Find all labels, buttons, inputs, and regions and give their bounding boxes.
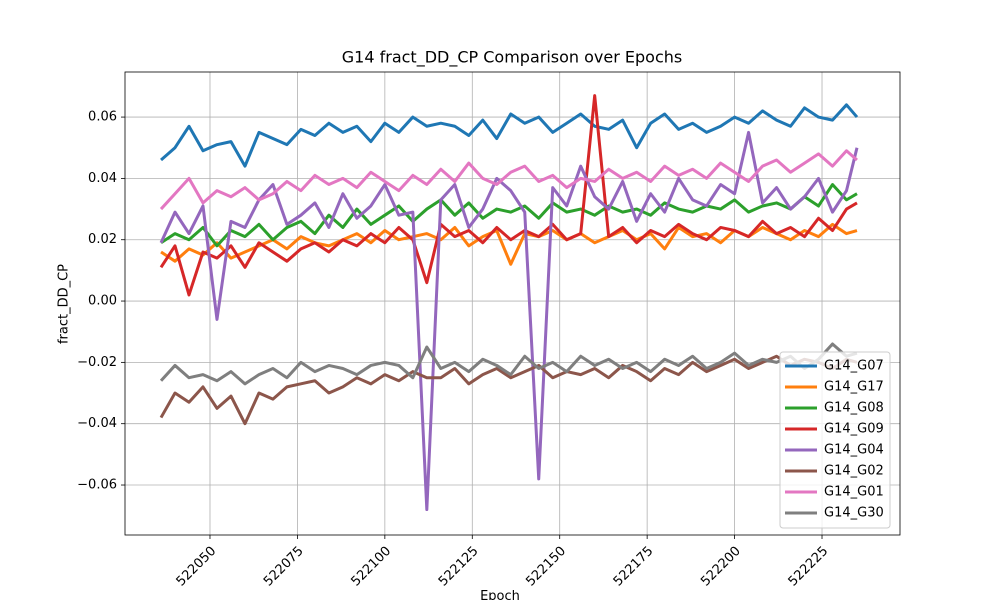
x-tick-label: 522175: [611, 544, 657, 590]
x-tick-label: 522125: [436, 544, 482, 590]
x-tick-label: 522050: [174, 544, 220, 590]
series-line: [159, 149, 858, 211]
legend-label: G14_G07: [824, 359, 884, 374]
x-tick-label: 522200: [698, 544, 744, 590]
series-line: [159, 130, 859, 512]
y-tick-label: 0.02: [88, 232, 117, 247]
y-tick-label: −0.02: [77, 355, 117, 370]
legend-label: G14_G09: [824, 422, 884, 437]
y-tick-label: 0.06: [88, 110, 117, 125]
y-tick-label: 0.00: [88, 294, 117, 309]
series-line: [160, 183, 858, 248]
series-line: [159, 354, 858, 426]
y-tick-label: −0.04: [77, 416, 117, 431]
x-tick-label: 522150: [523, 544, 569, 590]
x-tick-label: 522075: [261, 544, 307, 590]
plot-frame: [124, 71, 901, 536]
legend-label: G14_G04: [824, 443, 884, 458]
x-axis-label: Epoch: [480, 589, 520, 600]
legend-box: [779, 351, 891, 529]
legend-label: G14_G01: [824, 485, 884, 500]
series-line: [159, 94, 858, 297]
chart-title: G14 fract_DD_CP Comparison over Epochs: [342, 48, 682, 68]
y-tick-label: 0.04: [88, 171, 117, 186]
legend-label: G14_G30: [824, 506, 884, 521]
series-line: [160, 103, 859, 168]
series-line: [159, 342, 858, 386]
y-tick-label: −0.06: [77, 478, 117, 493]
x-tick-label: 522225: [786, 544, 832, 590]
y-axis-label: fract_DD_CP: [57, 264, 72, 344]
legend-label: G14_G08: [824, 401, 884, 416]
x-tick-label: 522100: [348, 544, 394, 590]
legend-label: G14_G17: [824, 380, 884, 395]
legend-label: G14_G02: [824, 464, 884, 479]
legend: G14_G07 G14_G17 G14_G08 G14_G09 G14_G04 G14_G…: [779, 351, 891, 529]
